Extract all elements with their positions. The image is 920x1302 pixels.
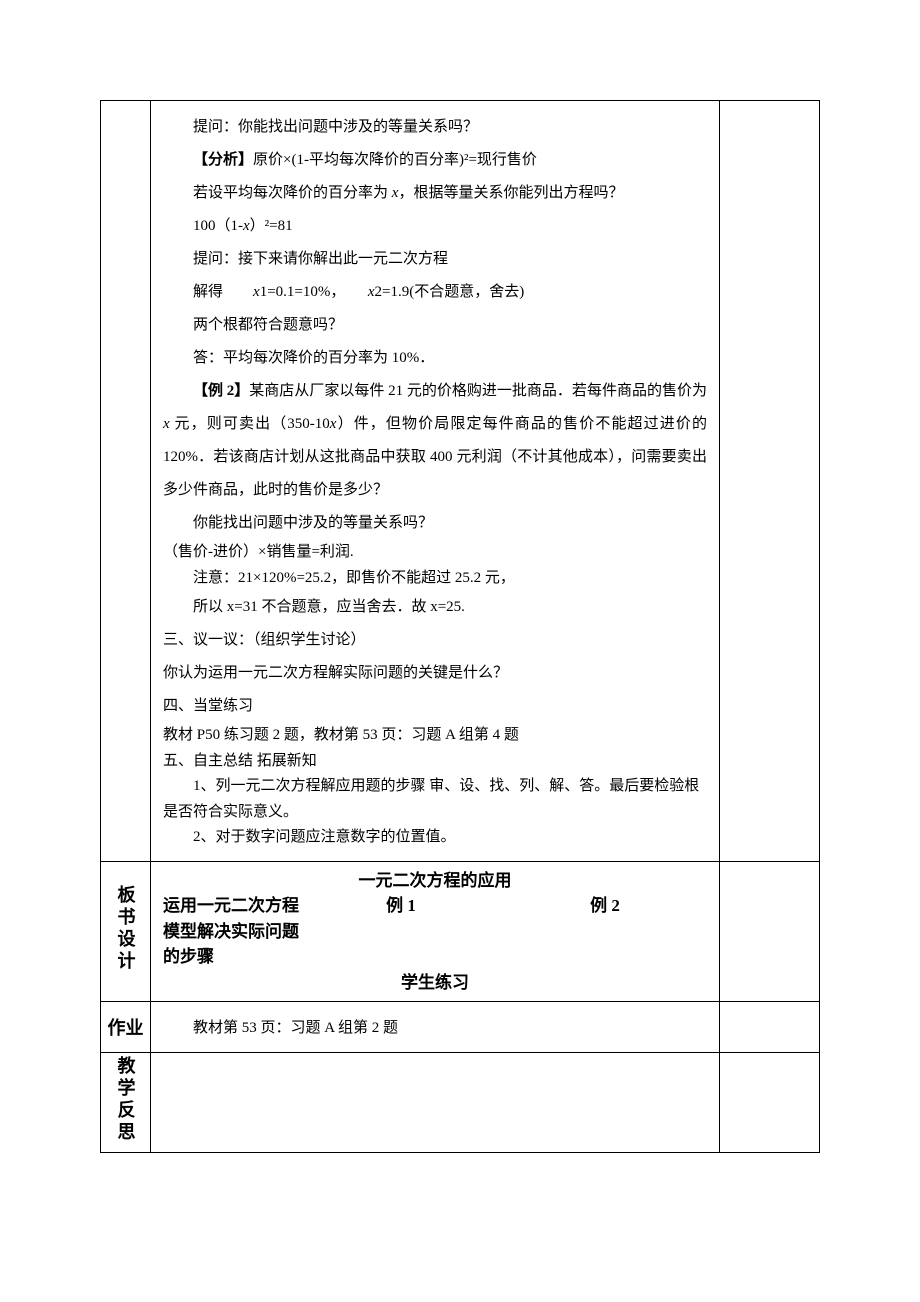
homework-text: 教材第 53 页：习题 A 组第 2 题 bbox=[163, 1016, 398, 1037]
board-label-cell: 板书设计 bbox=[101, 861, 151, 1002]
example-2: 【例 2】某商店从厂家以每件 21 元的价格购进一批商品．若每件商品的售价为 x… bbox=[163, 375, 707, 507]
main-right-cell bbox=[720, 101, 820, 862]
board-content-cell: 一元二次方程的应用 运用一元二次方程 模型解决实际问题 的步骤 例 1 例 2 … bbox=[151, 861, 720, 1002]
homework-content-cell: 教材第 53 页：习题 A 组第 2 题 bbox=[151, 1002, 720, 1053]
analysis-line: 【分析】原价×(1-平均每次降价的百分率)²=现行售价 bbox=[163, 144, 707, 177]
board-content-row: 运用一元二次方程 模型解决实际问题 的步骤 例 1 例 2 bbox=[163, 893, 707, 970]
reflect-content-cell bbox=[151, 1053, 720, 1153]
note-line: 注意：21×120%=25.2，即售价不能超过 25.2 元， bbox=[163, 566, 707, 592]
answer-line: 答：平均每次降价的百分率为 10%． bbox=[163, 342, 707, 375]
lesson-plan-table: 提问：你能找出问题中涉及的等量关系吗？ 【分析】原价×(1-平均每次降价的百分率… bbox=[100, 100, 820, 1153]
analysis-text: 原价×(1-平均每次降价的百分率)²=现行售价 bbox=[253, 152, 537, 168]
solution-line: 解得 x1=0.1=10%， x2=1.9(不合题意，舍去) bbox=[163, 276, 707, 309]
setup-line: 若设平均每次降价的百分率为 x，根据等量关系你能列出方程吗？ bbox=[163, 177, 707, 210]
reflect-row: 教学反思 bbox=[101, 1053, 820, 1153]
reflect-label-cell: 教学反思 bbox=[101, 1053, 151, 1153]
reflect-right-cell bbox=[720, 1053, 820, 1153]
board-title: 一元二次方程的应用 bbox=[163, 868, 707, 894]
board-label: 板书设计 bbox=[117, 885, 135, 973]
board-ex1: 例 1 bbox=[299, 893, 503, 970]
section-5: 五、自主总结 拓展新知 bbox=[163, 749, 707, 775]
board-row: 板书设计 一元二次方程的应用 运用一元二次方程 模型解决实际问题 的步骤 例 1… bbox=[101, 861, 820, 1002]
main-content-row: 提问：你能找出问题中涉及的等量关系吗？ 【分析】原价×(1-平均每次降价的百分率… bbox=[101, 101, 820, 862]
question-3: 你能找出问题中涉及的等量关系吗？ bbox=[163, 507, 707, 540]
reject-line: 所以 x=31 不合题意，应当舍去．故 x=25. bbox=[163, 591, 707, 624]
main-content-cell: 提问：你能找出问题中涉及的等量关系吗？ 【分析】原价×(1-平均每次降价的百分率… bbox=[151, 101, 720, 862]
relation-line: （售价-进价）×销售量=利润. bbox=[163, 540, 707, 566]
summary-2: 2、对于数字问题应注意数字的位置值。 bbox=[163, 825, 707, 851]
section-4: 四、当堂练习 bbox=[163, 690, 707, 723]
homework-right-cell bbox=[720, 1002, 820, 1053]
main-label-cell bbox=[101, 101, 151, 862]
board-left-col: 运用一元二次方程 模型解决实际问题 的步骤 bbox=[163, 893, 299, 970]
check-line: 两个根都符合题意吗？ bbox=[163, 309, 707, 342]
equation-line: 100（1-x）²=81 bbox=[163, 210, 707, 243]
homework-row: 作业 教材第 53 页：习题 A 组第 2 题 bbox=[101, 1002, 820, 1053]
section-3: 三、议一议：（组织学生讨论） bbox=[163, 624, 707, 657]
board-ex2: 例 2 bbox=[503, 893, 707, 970]
board-practice: 学生练习 bbox=[163, 970, 707, 996]
homework-label: 作业 bbox=[108, 1018, 144, 1038]
board-right-cell bbox=[720, 861, 820, 1002]
analysis-label: 【分析】 bbox=[193, 152, 253, 168]
question-1: 提问：你能找出问题中涉及的等量关系吗？ bbox=[163, 111, 707, 144]
practice-ref: 教材 P50 练习题 2 题，教材第 53 页：习题 A 组第 4 题 bbox=[163, 723, 707, 749]
discussion-q: 你认为运用一元二次方程解实际问题的关键是什么？ bbox=[163, 657, 707, 690]
summary-1: 1、列一元二次方程解应用题的步骤 审、设、找、列、解、答。最后要检验根是否符合实… bbox=[163, 774, 707, 825]
question-2: 提问：接下来请你解出此一元二次方程 bbox=[163, 243, 707, 276]
homework-label-cell: 作业 bbox=[101, 1002, 151, 1053]
reflect-label: 教学反思 bbox=[117, 1056, 135, 1144]
